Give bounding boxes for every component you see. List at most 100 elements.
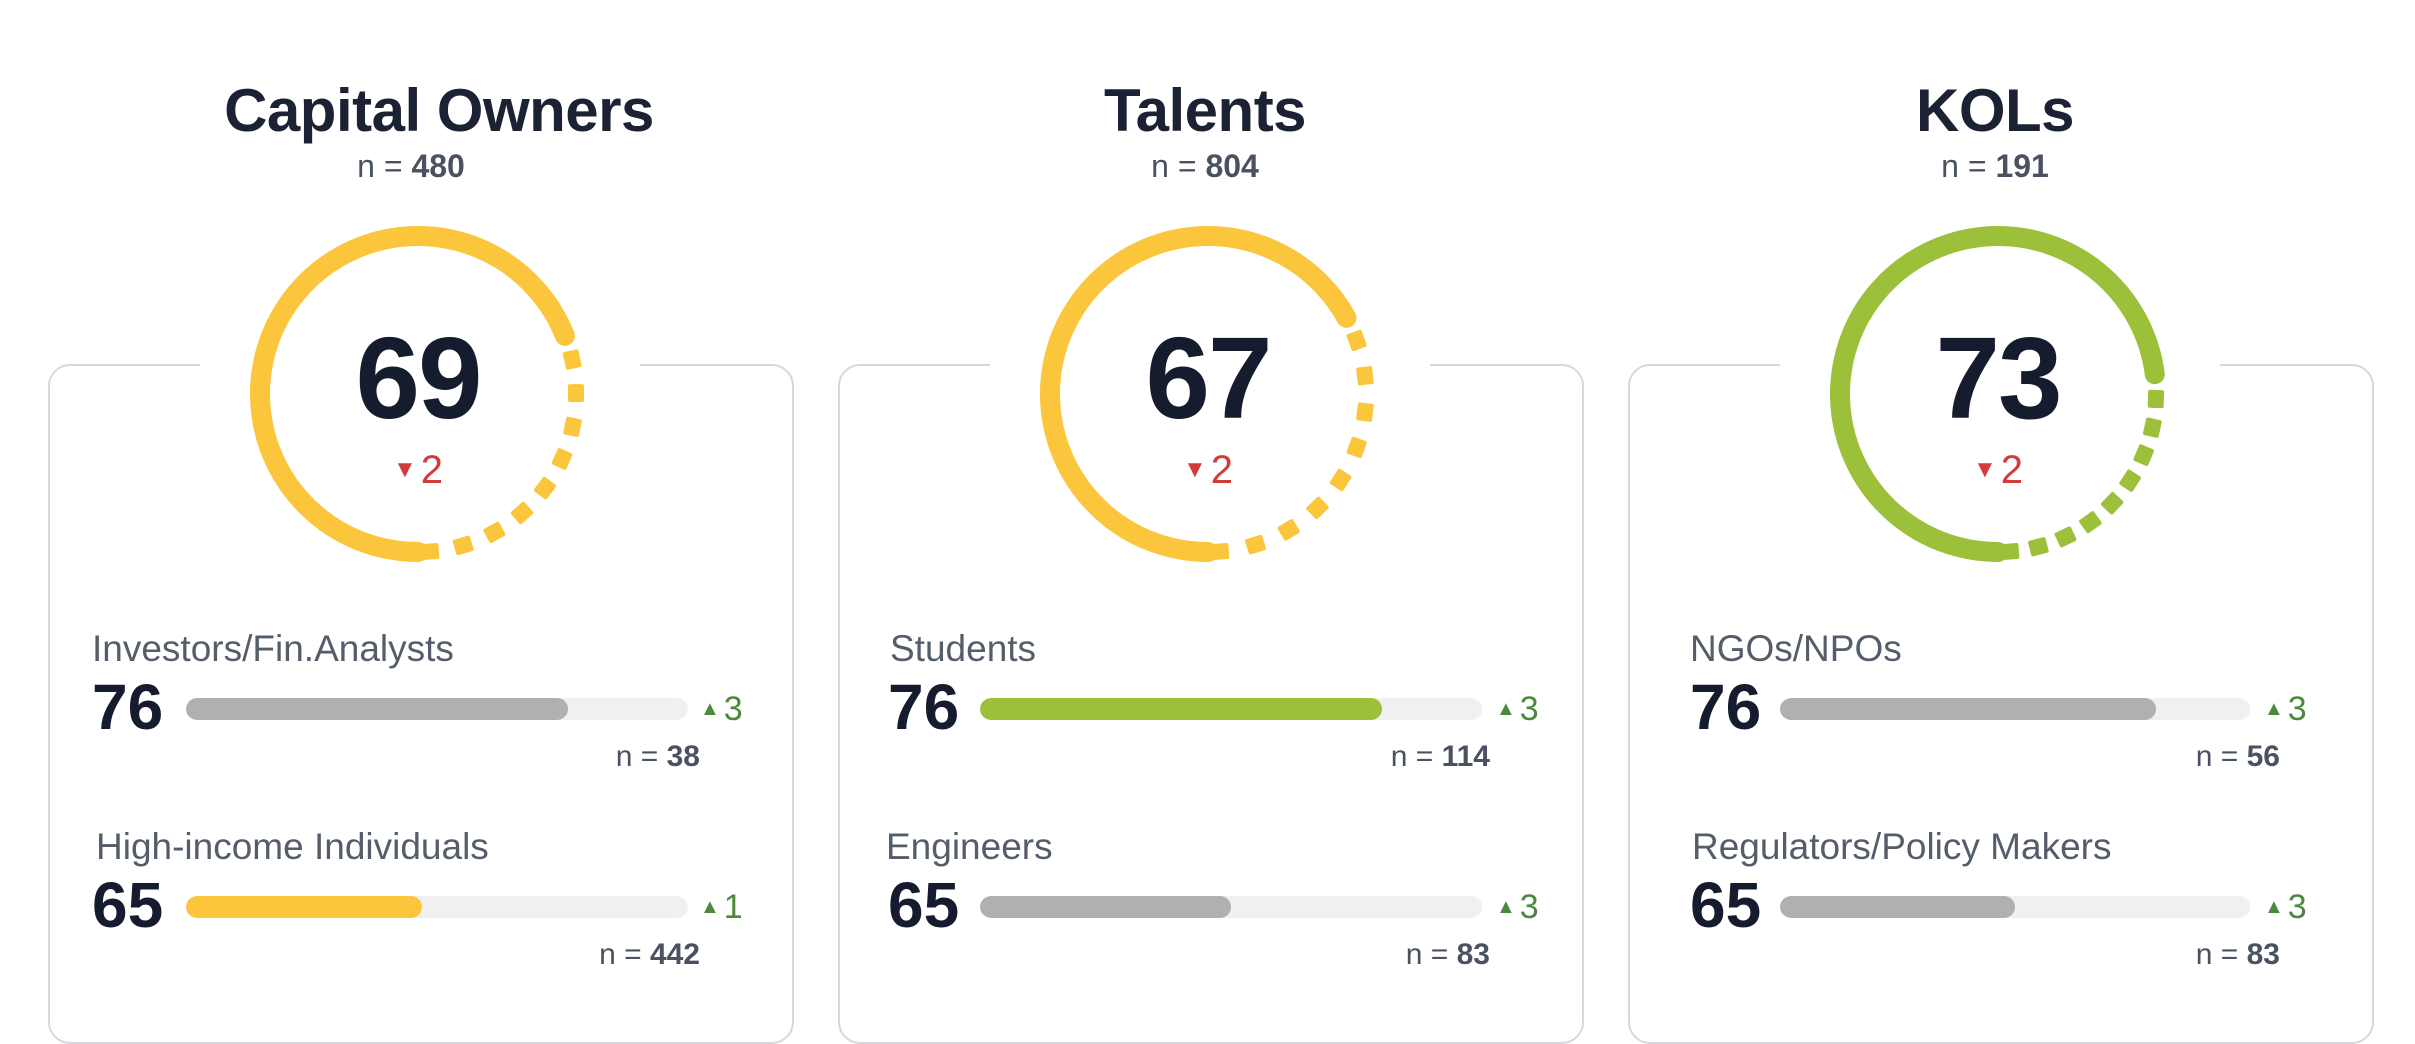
- gauge-arc-solid: [1040, 226, 1357, 562]
- segment-row: Students 76 ▲ 3 n = 114: [790, 620, 1539, 820]
- gauge-arc-dot: [2079, 511, 2102, 534]
- gauge-arc-dot: [1277, 519, 1300, 541]
- segment-change: ▲ 3: [2264, 690, 2307, 728]
- segment-bar-fill: [1780, 896, 2015, 918]
- score-gauge: 73 ▼ 2: [1818, 214, 2178, 574]
- triangle-up-icon: ▲: [700, 698, 720, 720]
- segment-bar-fill: [1780, 698, 2156, 720]
- gauge-arc-dot: [1245, 534, 1267, 555]
- gauge-ring: [1830, 226, 2165, 562]
- segment-bar-track: [1780, 896, 2250, 918]
- segment-row: Investors/Fin.Analysts 76 ▲ 3 n = 38: [0, 620, 743, 820]
- gauge-arc-solid: [250, 226, 575, 562]
- segment-bar-fill: [186, 896, 422, 918]
- segment-label: NGOs/NPOs: [1690, 628, 1902, 669]
- gauge-arc-dot: [2143, 417, 2162, 438]
- segment-bar-track: [186, 896, 688, 918]
- segment-label: Regulators/Policy Makers: [1692, 826, 2112, 867]
- segment-change: ▲ 1: [700, 888, 743, 926]
- triangle-down-icon: ▼: [392, 456, 417, 483]
- gauge-arc-dot: [452, 535, 474, 556]
- gauge-score: 69: [355, 313, 482, 443]
- gauge-arc-dot: [2000, 543, 2020, 561]
- segment-row: Regulators/Policy Makers 65 ▲ 3 n = 83: [1580, 818, 2307, 1018]
- score-gauge: 67 ▼ 2: [1028, 214, 1388, 574]
- group-sample-size: n = 804: [1151, 148, 1259, 184]
- gauge-arc-dot: [567, 384, 585, 403]
- gauge-arc-dot: [1210, 543, 1230, 561]
- gauge-score: 73: [1935, 313, 2062, 443]
- segment-sample-size: n = 114: [1390, 740, 1490, 773]
- segment-bar-track: [1780, 698, 2250, 720]
- segment-bar-track: [186, 698, 688, 720]
- gauge-arc-dot: [1356, 366, 1374, 386]
- segment-change: ▲ 3: [1496, 690, 1539, 728]
- triangle-down-icon: ▼: [1182, 456, 1207, 483]
- segment-change: ▲ 3: [2264, 888, 2307, 926]
- segment-bar-fill: [980, 698, 1382, 720]
- segment-label: Investors/Fin.Analysts: [92, 628, 454, 669]
- gauge-arc-dot: [2100, 492, 2124, 515]
- group-card-kols: KOLs n = 191 73 ▼ 2 NGOs/NPOs 76 ▲ 3 n = 5…: [1580, 0, 2374, 1044]
- segment-score: 65: [92, 869, 164, 941]
- gauge-arc-dot: [533, 476, 556, 500]
- gauge-change: ▼ 2: [392, 448, 443, 492]
- segment-change: ▲ 3: [1496, 888, 1539, 926]
- group-sample-size: n = 480: [357, 148, 465, 184]
- segment-row: High-income Individuals 65 ▲ 1 n = 442: [0, 818, 743, 1018]
- segment-score: 65: [888, 869, 960, 941]
- triangle-up-icon: ▲: [1496, 698, 1516, 720]
- segment-sample-size: n = 83: [2195, 938, 2280, 971]
- gauge-arc-dot: [563, 416, 582, 437]
- gauge-arc-dot: [2147, 389, 2165, 409]
- gauge-arc-dot: [1356, 402, 1374, 422]
- group-sample-size: n = 191: [1941, 148, 2049, 184]
- gauge-change: ▼ 2: [1182, 448, 1233, 492]
- triangle-up-icon: ▲: [2264, 896, 2284, 918]
- segment-bar-track: [980, 896, 1482, 918]
- segment-score: 76: [1690, 671, 1762, 743]
- segment-score: 76: [92, 671, 164, 743]
- segment-sample-size: n = 83: [1405, 938, 1490, 971]
- gauge-arc-solid: [1830, 226, 2165, 562]
- segment-sample-size: n = 38: [615, 740, 700, 773]
- gauge-score: 67: [1145, 313, 1272, 443]
- gauge-ring: [1040, 226, 1374, 562]
- gauge-arc-dot: [1329, 468, 1352, 492]
- segment-bar-fill: [980, 896, 1231, 918]
- score-gauge: 69 ▼ 2: [238, 214, 598, 574]
- gauge-arc-dot: [551, 448, 573, 470]
- gauge-arc-dot: [1346, 436, 1367, 459]
- gauge-ring: [250, 226, 585, 562]
- segment-label: Engineers: [886, 826, 1053, 867]
- segment-score: 65: [1690, 869, 1762, 941]
- triangle-up-icon: ▲: [700, 896, 720, 918]
- gauge-arc-dot: [2119, 469, 2141, 492]
- segment-score: 76: [888, 671, 960, 743]
- gauge-arc-dot: [483, 521, 506, 543]
- gauge-arc-dot: [420, 543, 440, 561]
- segment-label: High-income Individuals: [96, 826, 489, 867]
- segment-sample-size: n = 442: [599, 938, 700, 971]
- gauge-arc-dot: [510, 501, 534, 525]
- group-card-capital-owners: Capital Owners n = 480 69 ▼ 2 Investors/F…: [0, 0, 794, 1044]
- group-title: KOLs: [1915, 77, 2075, 144]
- group-title: Capital Owners: [224, 77, 654, 144]
- gauge-arc-dot: [2028, 537, 2049, 557]
- segment-row: NGOs/NPOs 76 ▲ 3 n = 56: [1580, 620, 2307, 820]
- gauge-change: ▼ 2: [1972, 448, 2023, 492]
- group-title: Talents: [1103, 77, 1307, 144]
- segment-bar-fill: [186, 698, 568, 720]
- triangle-up-icon: ▲: [1496, 896, 1516, 918]
- segment-change: ▲ 3: [700, 690, 743, 728]
- triangle-up-icon: ▲: [2264, 698, 2284, 720]
- gauge-arc-dot: [562, 349, 582, 370]
- gauge-arc-dot: [1346, 329, 1367, 352]
- group-card-talents: Talents n = 804 67 ▼ 2 Students 76 ▲ 3 n =…: [790, 0, 1584, 1044]
- gauge-arc-dot: [2133, 444, 2154, 466]
- segment-label: Students: [890, 628, 1037, 669]
- gauge-arc-dot: [1306, 496, 1329, 520]
- triangle-down-icon: ▼: [1972, 456, 1997, 483]
- segment-sample-size: n = 56: [2195, 740, 2280, 773]
- segment-bar-track: [980, 698, 1482, 720]
